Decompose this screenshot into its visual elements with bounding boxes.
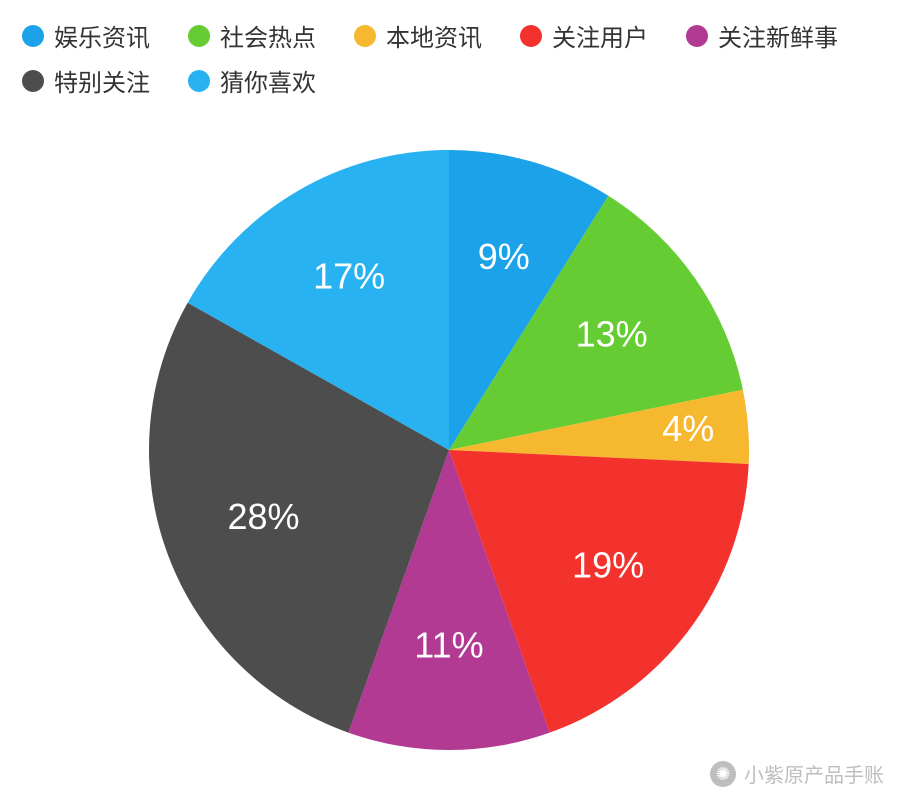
slice-label: 11% — [414, 625, 483, 666]
pie-chart: 9% 13% 4% 19% 11% 28% 17% — [0, 120, 898, 760]
legend-swatch — [22, 25, 44, 47]
legend-swatch — [686, 25, 708, 47]
legend-swatch — [354, 25, 376, 47]
slice-label: 9% — [478, 236, 530, 277]
watermark: ✺ 小紫原产品手账 — [710, 759, 884, 788]
watermark-icon: ✺ — [710, 761, 736, 787]
legend-label: 关注用户 — [552, 18, 648, 53]
slice-label: 17% — [313, 256, 385, 297]
legend-item: 娱乐资讯 — [22, 18, 150, 53]
slice-label: 28% — [228, 496, 300, 537]
legend-item: 关注用户 — [520, 18, 648, 53]
legend-swatch — [188, 25, 210, 47]
watermark-text: 小紫原产品手账 — [744, 759, 884, 788]
slice-label: 19% — [572, 544, 644, 585]
legend-label: 关注新鲜事 — [718, 18, 838, 53]
legend-item: 本地资讯 — [354, 18, 482, 53]
legend-item: 关注新鲜事 — [686, 18, 838, 53]
legend-label: 特别关注 — [54, 63, 150, 98]
legend-label: 猜你喜欢 — [220, 63, 316, 98]
legend-swatch — [188, 70, 210, 92]
legend-label: 娱乐资讯 — [54, 18, 150, 53]
legend-swatch — [22, 70, 44, 92]
legend-label: 本地资讯 — [386, 18, 482, 53]
legend-swatch — [520, 25, 542, 47]
chart-legend: 娱乐资讯 社会热点 本地资讯 关注用户 关注新鲜事特别关注 猜你喜欢 — [22, 18, 876, 108]
legend-item: 特别关注 — [22, 63, 150, 98]
slice-label: 4% — [662, 408, 714, 449]
legend-item: 社会热点 — [188, 18, 316, 53]
legend-item: 猜你喜欢 — [188, 63, 316, 98]
legend-label: 社会热点 — [220, 18, 316, 53]
slice-label: 13% — [576, 314, 648, 355]
pie-chart-container: 9% 13% 4% 19% 11% 28% 17% — [0, 120, 898, 760]
